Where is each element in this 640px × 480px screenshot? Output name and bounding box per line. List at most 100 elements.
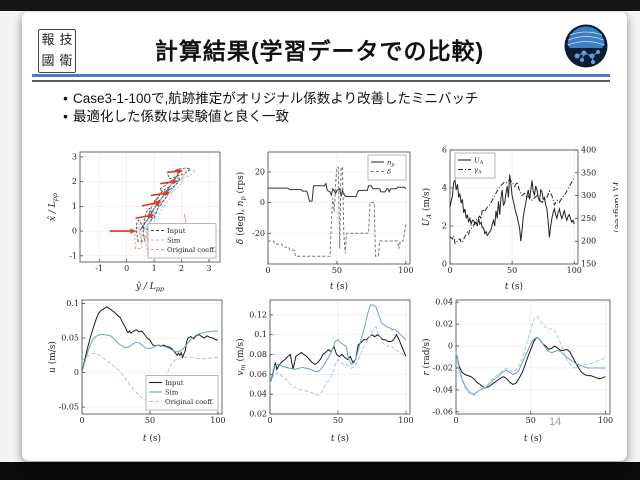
series-Input [455,336,606,389]
y-axis-label: vm (m/s) [235,338,247,375]
ship-outline [135,219,146,242]
y-tick-label: 0.04 [249,390,267,399]
chart-yaw-rate: 0 50 100 -0.06 -0.04 -0.02 0 0.02 0.04 t (s) r (ra… [420,292,618,444]
velocity-arrow [141,202,157,207]
x-tick-label: 50 [145,416,155,425]
series-delta [268,166,407,257]
chart-svg-sway: 0 50 100 0.02 0.04 0.06 0.08 0.1 0.12 t (s) vm (m/… [235,299,414,444]
legend-label: γA [474,166,482,176]
logo-wave-lines [567,31,605,46]
y2-tick-label: 300 [581,191,596,200]
chart-svg-control: 0 50 100 -20 0 20 t (s) δ (deg), np (rps) npδ [235,151,414,292]
x-tick-label: 2 [179,264,184,273]
series-Input [269,333,407,385]
velocity-arrow-head [163,190,171,197]
ticks [449,149,578,265]
y-tick-label: 0 [74,368,79,377]
legend-label: Original coeff. [167,246,216,254]
stamp-logo: 報 技 國 衛 [38,29,76,73]
ship-outline [134,226,143,250]
x-tick-label: 0 [79,416,84,425]
chart-trajectory: -1 0 1 2 3 -1 0 1 2 3 ŷ / Lpp x̂ / Lpp Input Sim Origi… [46,146,230,293]
x-tick-label: 100 [567,266,582,275]
chart-surge-velocity: 0 50 100 -0.05 0 0.05 0.1 t (s) u (m/s) Input Sim O… [46,292,230,444]
y2-tick-label: 400 [581,146,596,155]
y-tick-label: 0 [72,227,77,236]
ticks [267,171,407,264]
legend-label: δ [387,168,391,176]
y2-tick-label: 350 [581,168,596,177]
legend-label: UA [474,156,484,166]
axes-box [455,299,611,415]
y-tick-label: -0.06 [432,407,453,416]
y2-axis-label: γA (degree) [611,181,618,233]
x-axis-label: t (s) [505,281,523,292]
chart-svg-wind: 0 50 100 0 2 4 6 150 200 250 300 350 400 t (s) UA (m/s… [421,146,623,293]
x-tick-label: 0 [447,266,452,275]
x-tick-label: 50 [507,266,517,275]
series-U_A [449,174,575,242]
x-axis-label: t (s) [330,281,348,292]
legend-label: Input [165,379,184,387]
x-axis-label: t (s) [143,433,161,444]
axes-box [81,299,223,415]
x-tick-label: 0 [267,416,272,425]
bullet-marker: • [63,91,68,106]
header-rule-gray [32,80,610,82]
velocity-arrow [160,181,173,185]
y-axis-label: δ (deg), np (rps) [235,172,247,244]
chart-sway-velocity: 0 50 100 0.02 0.04 0.06 0.08 0.1 0.12 t (s) vm (m/… [234,292,418,444]
chart-control-inputs: 0 50 100 -20 0 20 t (s) δ (deg), np (rps) np δ [234,146,418,292]
x-tick-label: 50 [526,416,536,425]
series-n_p [268,182,407,202]
y-tick-label: 0.08 [249,350,267,359]
legend-label: Input [167,227,186,235]
series-Sim [81,330,218,373]
y-tick-label: -1 [69,251,77,260]
y-tick-label: 6 [442,146,447,155]
bullet-marker: • [63,109,68,124]
y-tick-label: 20 [255,167,265,176]
stamp-char: 衛 [59,53,73,69]
y-tick-label: 0 [442,260,447,269]
y-tick-label: -0.04 [432,385,453,394]
x-tick-label: 50 [332,266,342,275]
header-rule-blue [32,74,610,77]
x-axis-label: t (s) [331,433,349,444]
slide: 報 技 國 衛 計算結果(学習データでの比較) • Case3-1-100で,航… [22,12,627,461]
y-tick-label: 0.06 [249,370,267,379]
y-tick-label: 0.1 [254,330,267,339]
x-axis-label: ŷ / Lpp [135,281,165,292]
legend-box [367,154,407,181]
y-axis-label: r (rad/s) [421,338,432,375]
bullet-item: • Case3-1-100で,航跡推定がオリジナル係数より改善したミニバッチ [58,90,478,108]
ship-outline [172,169,197,182]
velocity-arrow [135,215,149,220]
velocity-arrow-head [155,200,162,206]
legend-box [454,152,496,179]
velocity-arrow [150,192,165,197]
letterbox-bottom [0,462,640,480]
stamp-char: 技 [59,32,73,48]
x-tick-label: 0 [265,266,270,275]
velocity-arrow-head [148,213,155,219]
y-tick-label: 0.02 [249,410,267,419]
legend-label: Sim [165,388,179,396]
x-tick-label: 100 [598,416,613,425]
axes-box [267,151,411,265]
slide-title: 計算結果(学習データでの比較) [154,38,485,64]
y-tick-label: 0 [260,198,265,207]
bullet-text: 最適化した係数は実験値と良く一致 [73,109,289,124]
y-tick-label: -0.05 [58,403,79,412]
velocity-arrow [167,170,178,174]
legend-label: Sim [167,236,181,244]
velocity-arrow-head [130,228,137,234]
legend-box [147,223,217,259]
bullet-list: • Case3-1-100で,航跡推定がオリジナル係数より改善したミニバッチ •… [58,90,479,126]
x-tick-label: 100 [398,266,413,275]
y-tick-label: 0.12 [249,310,267,319]
bullet-item: • 最適化した係数は実験値と良く一致 [58,108,479,126]
x-axis-label: t (s) [524,433,542,444]
